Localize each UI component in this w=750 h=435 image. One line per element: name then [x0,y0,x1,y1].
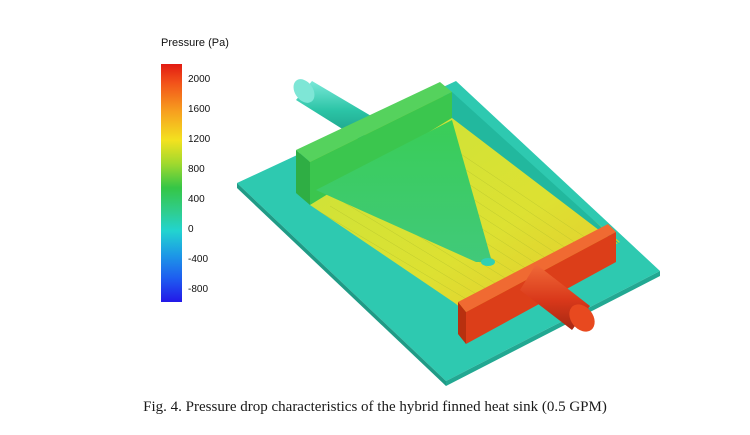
colorbar-tick: 2000 [188,74,211,85]
cavity-side-wall [452,92,620,244]
colorbar-tick: -400 [188,254,209,265]
flow-distribution-cone [316,120,492,262]
legend-title: Pressure (Pa) [161,37,229,49]
outlet-port [481,258,495,266]
figure-caption: Fig. 4. Pressure drop characteristics of… [143,399,607,415]
colorbar-tick: 400 [188,194,205,205]
colorbar-tick: 0 [188,224,194,235]
colorbar-tick: 1200 [188,134,211,145]
outlet-pipe [520,264,595,332]
colorbar-tick: -800 [188,284,209,295]
pressure-colorbar [161,64,182,302]
colorbar-tick: 1600 [188,104,211,115]
colorbar-tick: 800 [188,164,205,175]
